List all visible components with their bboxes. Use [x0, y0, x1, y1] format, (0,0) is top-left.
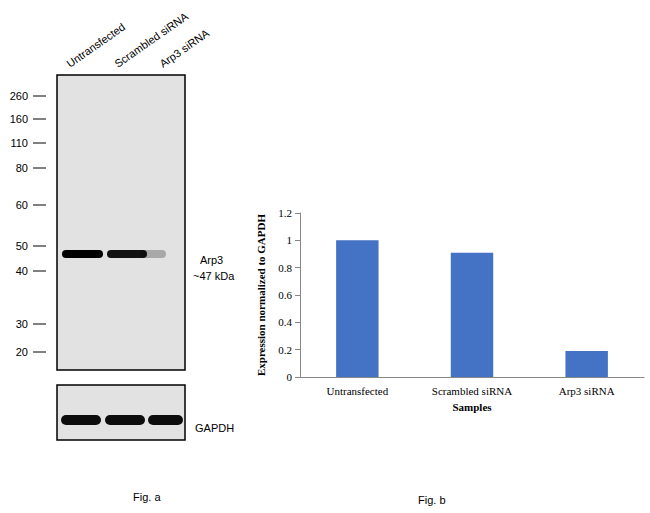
svg-text:30: 30 — [16, 318, 28, 330]
svg-text:0.2: 0.2 — [278, 344, 292, 356]
svg-text:50: 50 — [16, 240, 28, 252]
svg-text:1: 1 — [287, 234, 293, 246]
svg-text:1.2: 1.2 — [278, 207, 292, 219]
svg-text:Expression normalized to GAPDH: Expression normalized to GAPDH — [255, 214, 267, 376]
svg-text:20: 20 — [16, 346, 28, 358]
svg-text:0.4: 0.4 — [278, 316, 292, 328]
svg-text:0: 0 — [287, 371, 293, 383]
svg-text:0.6: 0.6 — [278, 289, 292, 301]
svg-text:Samples: Samples — [452, 401, 492, 413]
svg-text:Arp3: Arp3 — [200, 254, 223, 266]
svg-text:260: 260 — [10, 90, 28, 102]
svg-text:Arp3 siRNA: Arp3 siRNA — [157, 26, 211, 69]
svg-text:60: 60 — [16, 199, 28, 211]
svg-text:Untransfected: Untransfected — [326, 385, 388, 397]
svg-text:Untransfected: Untransfected — [64, 21, 127, 70]
svg-text:110: 110 — [10, 137, 28, 149]
svg-text:~47 kDa: ~47 kDa — [193, 270, 235, 282]
svg-text:0.8: 0.8 — [278, 262, 292, 274]
svg-text:GAPDH: GAPDH — [195, 422, 234, 434]
svg-text:Scrambled siRNA: Scrambled siRNA — [112, 10, 191, 70]
svg-text:40: 40 — [16, 265, 28, 277]
svg-text:Arp3 siRNA: Arp3 siRNA — [559, 385, 615, 397]
svg-text:Scrambled siRNA: Scrambled siRNA — [432, 385, 512, 397]
svg-text:80: 80 — [16, 162, 28, 174]
svg-text:Fig. a: Fig. a — [133, 491, 161, 503]
svg-text:160: 160 — [10, 113, 28, 125]
svg-text:Fig. b: Fig. b — [418, 494, 446, 506]
